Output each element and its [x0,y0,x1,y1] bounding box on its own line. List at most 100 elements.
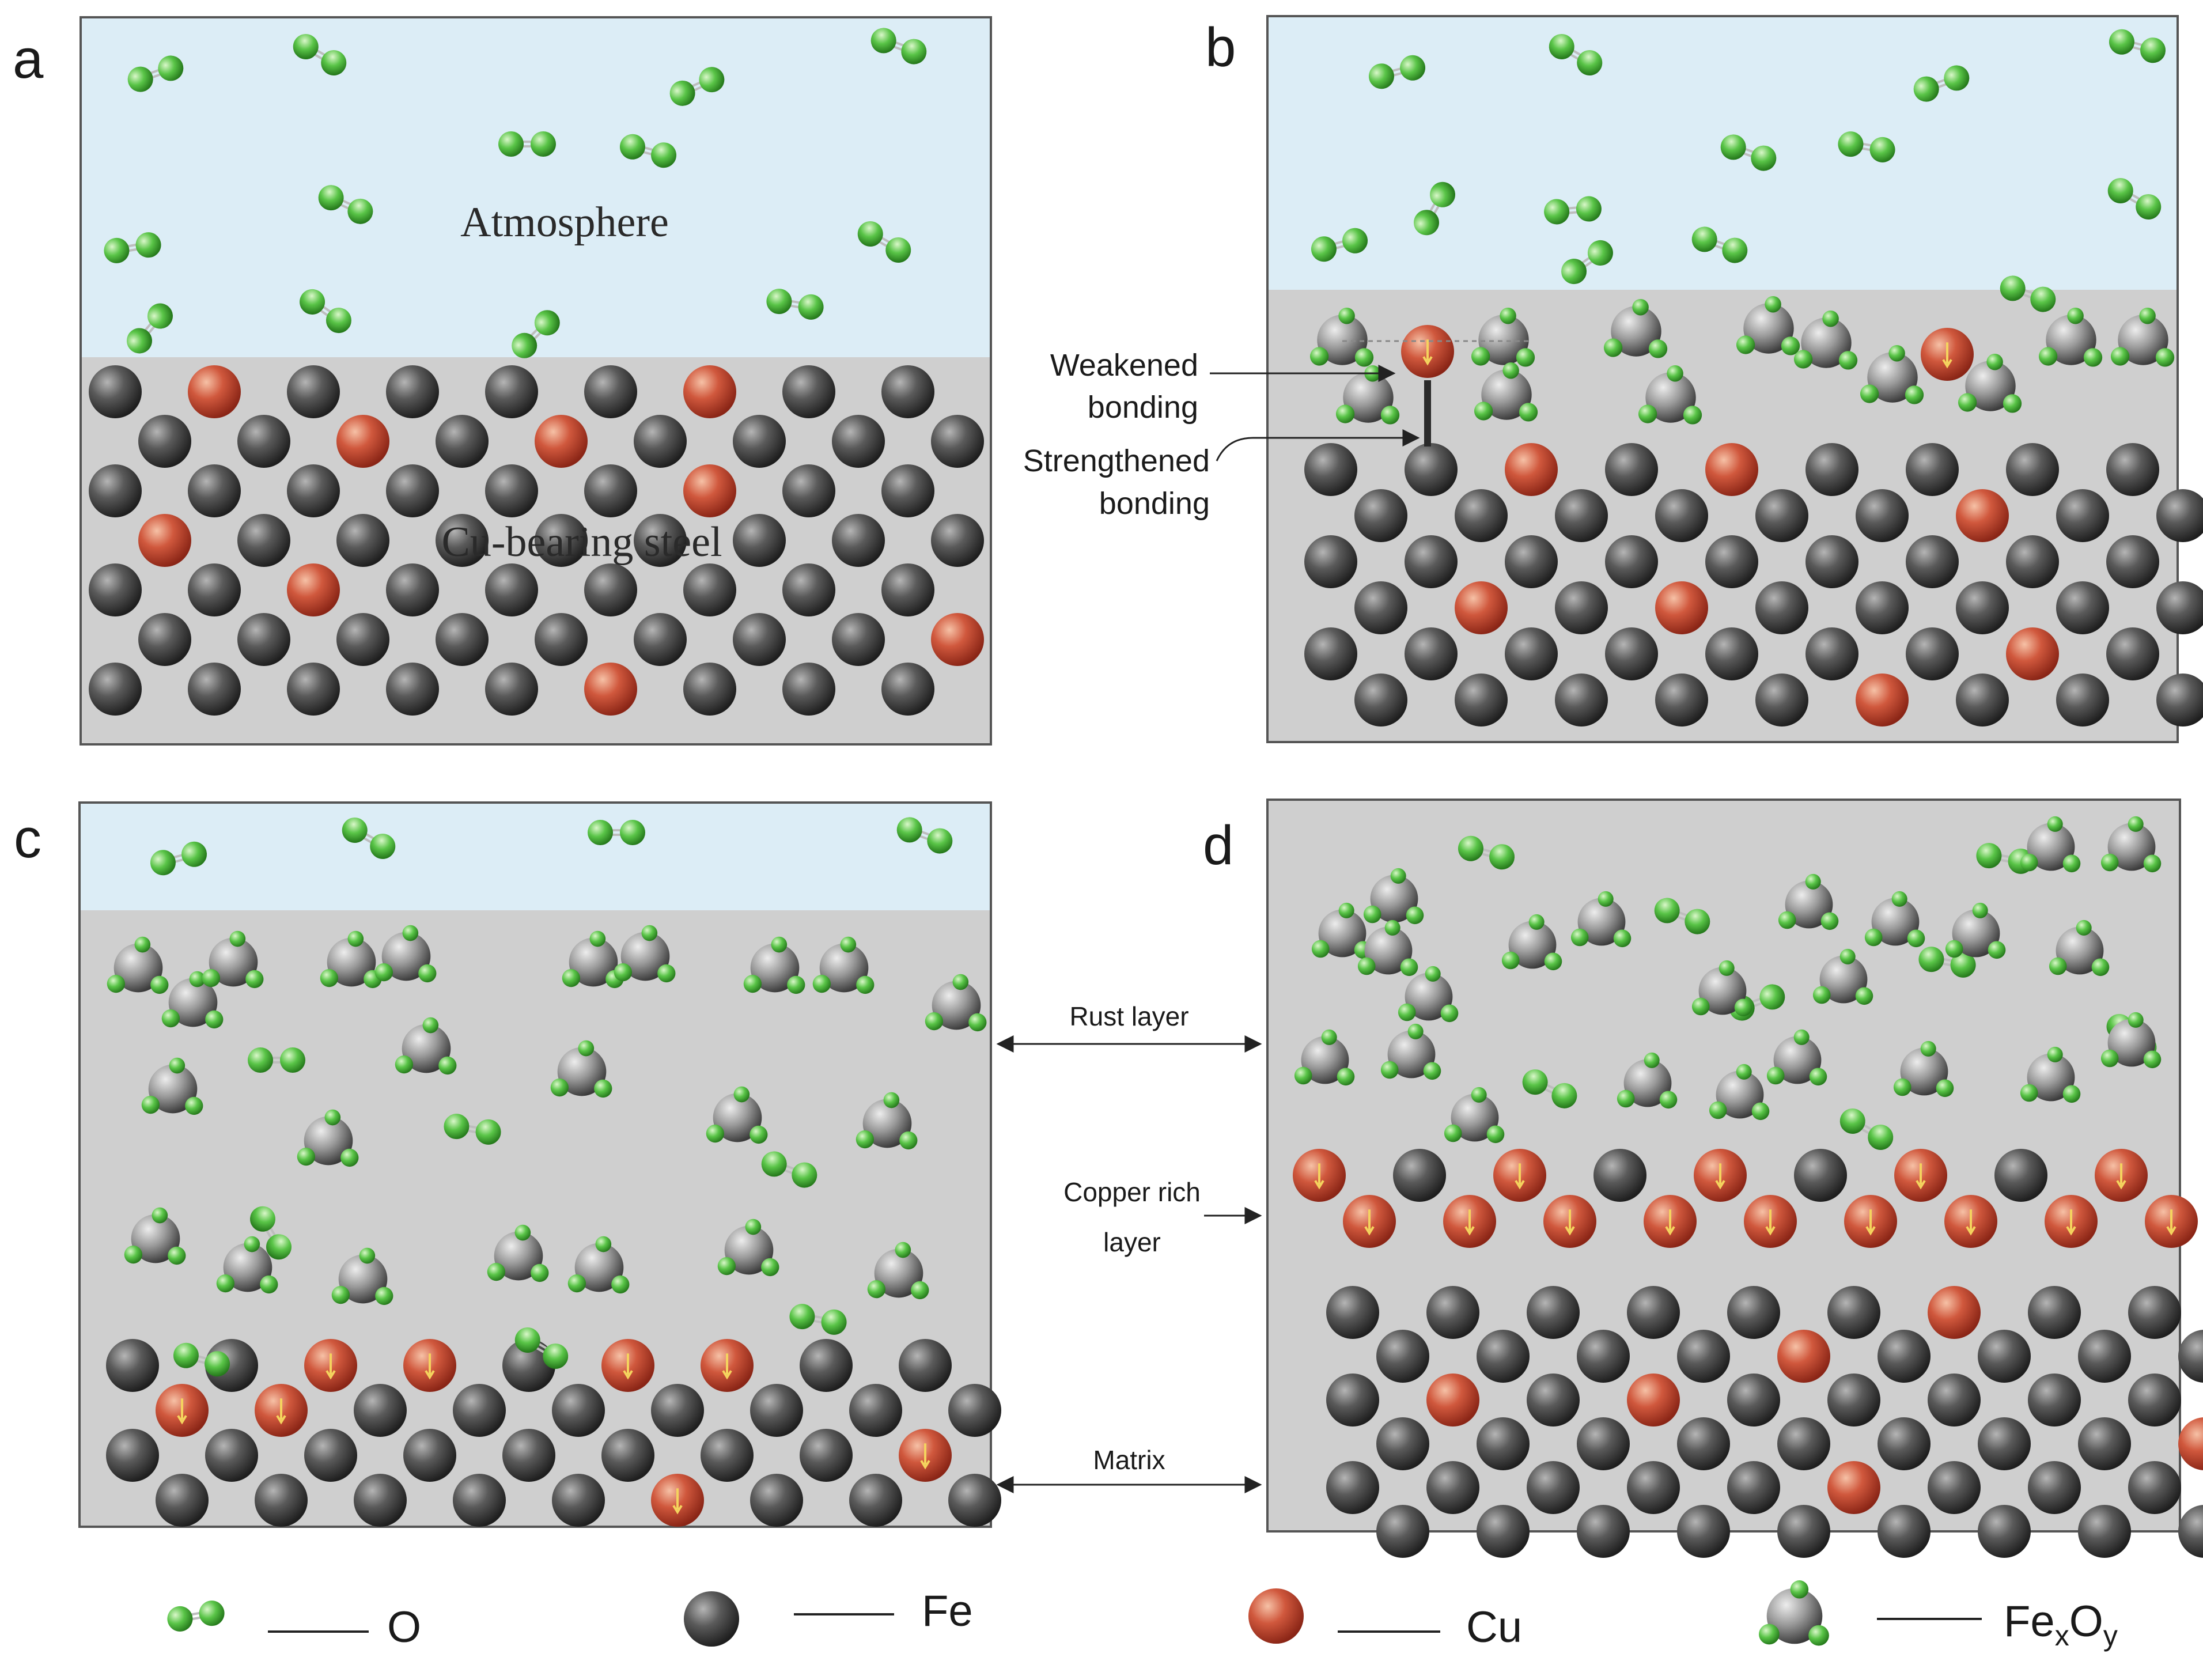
legend-fexoy-label: FexOy [2004,1597,2118,1652]
fe-atom [1906,627,1959,680]
o-atom [1945,940,1963,958]
cu-atom [1856,673,1909,727]
o-atom [1471,1087,1487,1103]
panel-c-letter: c [14,808,41,869]
o-atom [127,66,153,92]
o-atom [150,850,176,876]
iron-oxide-cluster [743,936,805,994]
o-atom [141,1095,160,1114]
o-atom [2091,958,2110,977]
fe-atom [1655,673,1708,727]
o-atom [1891,891,1907,907]
rust-fe-core [1317,315,1368,365]
o-atom [534,310,560,336]
fe-atom [1555,581,1608,634]
o-atom [761,1258,779,1277]
o-atom [1617,1089,1635,1108]
fe-atom [683,663,736,716]
iron-oxide-cluster [202,930,264,989]
cu-atom [138,514,191,567]
cu-charge-arrowhead [1314,1180,1324,1190]
oxygen-molecule [857,221,911,263]
oxygen-molecule [619,134,677,168]
fe-atom [485,464,538,517]
cu-charge-arrowhead [1665,1226,1675,1236]
rust-fe-core [1801,317,1852,368]
fe-atom [89,663,142,716]
o-atom [2076,920,2092,936]
fe-atom [1827,1286,1880,1339]
o-atom [1936,1079,1954,1098]
rust-fe-core [1481,369,1532,420]
cu-atom [2006,627,2059,680]
o-atom [1501,951,1520,970]
o-atom [706,1124,724,1143]
rust-fe-core [1871,898,1920,946]
oxygen-molecule [167,1600,225,1632]
fe-atom [782,464,835,517]
o-atom [1720,134,1746,160]
rust-fe-core [1623,1059,1672,1107]
fe-atom [1677,1417,1730,1470]
cu-charge-arrowhead [1565,1226,1575,1236]
o-atom [280,1047,305,1073]
o-atom [1440,1004,1459,1023]
o-atom [514,1327,540,1353]
o-atom [248,1047,273,1073]
iron-oxide-cluster [1759,1580,1829,1646]
cu-charge-arrowhead [672,1505,683,1515]
o-atom [1309,347,1329,366]
o-atom [1888,345,1905,362]
o-atom [1406,906,1424,925]
o-atom [1471,347,1490,366]
oxygen-molecule [127,303,173,354]
fe-atom [255,1474,308,1527]
oxygen-molecule [896,817,953,854]
o-atom [840,936,857,953]
fe-atom [1677,1505,1730,1558]
fe-atom [733,514,786,567]
oxygen-molecule [250,1206,292,1260]
fe-atom [1878,1330,1931,1383]
rust-fe-core [819,943,869,993]
o-atom [1944,65,1970,91]
o-atom [1958,393,1977,412]
panel-c-steel [80,910,991,1527]
fe-atom [1304,627,1357,680]
o-atom [2030,286,2056,312]
cu-atom [1928,1286,1981,1339]
fe-atom [800,1429,853,1482]
rust-fe-core [1451,1093,1499,1142]
iron-oxide-cluster [1363,868,1424,925]
o-atom [968,1013,987,1032]
fe-atom [485,663,538,716]
o-atom [1577,50,1603,75]
oxygen-molecule [766,289,824,320]
o-atom [1544,199,1570,225]
o-atom [127,328,153,354]
o-atom [1414,210,1439,236]
o-atom [750,1125,768,1144]
fe-atom [1376,1505,1429,1558]
iron-oxide-cluster [395,1017,457,1075]
oxygen-molecule [1720,134,1777,171]
o-atom [669,80,695,106]
fe-atom [1477,1417,1530,1470]
fe-atom [1505,627,1558,680]
rust-fe-core [1867,352,1918,403]
fe-atom [2156,581,2203,634]
fe-atom [403,1429,456,1482]
oxygen-molecule [669,67,725,106]
fe-atom [2056,489,2109,542]
o-atom [1864,928,1883,947]
o-atom [856,1130,874,1149]
oxygen-molecule [1311,228,1368,262]
o-atom [614,963,632,982]
o-atom [1820,912,1839,930]
rust-fe-core [148,1064,198,1114]
o-atom [589,930,606,947]
o-atom [2000,275,2026,301]
o-atom [1893,1078,1911,1096]
fe-atom [106,1339,159,1392]
cu-charge-arrowhead [276,1415,286,1425]
